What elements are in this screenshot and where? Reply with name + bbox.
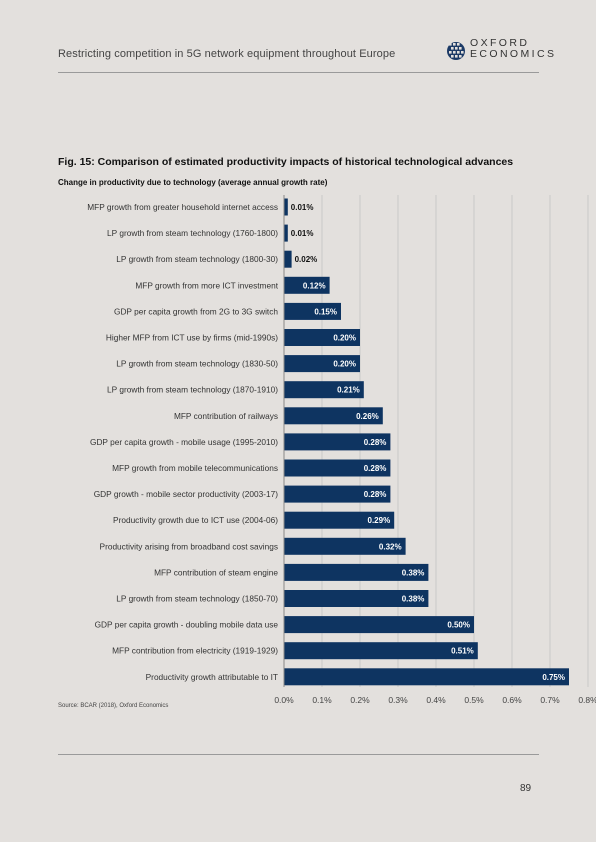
category-label: GDP growth - mobile sector productivity … xyxy=(94,489,279,499)
x-tick-label: 0.2% xyxy=(350,695,370,705)
footer-rule xyxy=(58,754,539,755)
x-tick-label: 0.6% xyxy=(502,695,522,705)
value-label: 0.32% xyxy=(379,542,402,551)
value-label: 0.21% xyxy=(337,386,360,395)
value-label: 0.38% xyxy=(402,568,425,577)
category-label: LP growth from steam technology (1830-50… xyxy=(116,359,278,369)
bar xyxy=(284,668,569,685)
value-label: 0.29% xyxy=(368,516,391,525)
category-label: MFP contribution of railways xyxy=(174,411,278,421)
x-tick-label: 0.3% xyxy=(388,695,408,705)
globe-icon xyxy=(447,42,465,60)
category-label: Productivity growth due to ICT use (2004… xyxy=(113,515,278,525)
category-label: Higher MFP from ICT use by firms (mid-19… xyxy=(106,333,278,343)
category-label: MFP contribution of steam engine xyxy=(154,567,278,577)
source-note: Source: BCAR (2018), Oxford Economics xyxy=(58,703,168,709)
value-label: 0.28% xyxy=(364,464,387,473)
category-label: LP growth from steam technology (1800-30… xyxy=(116,254,278,264)
value-label: 0.51% xyxy=(451,647,474,656)
category-label: GDP per capita growth - mobile usage (19… xyxy=(90,437,278,447)
logo-text: OXFORD ECONOMICS xyxy=(470,38,556,60)
value-label: 0.75% xyxy=(542,673,565,682)
value-label: 0.12% xyxy=(303,281,326,290)
category-label: GDP per capita growth from 2G to 3G swit… xyxy=(114,306,278,316)
x-tick-label: 0.0% xyxy=(274,695,294,705)
bar-chart: 0.0% 0.1% 0.2% 0.3% 0.4% 0.5% 0.6% 0.7% 0.8% MFP … xyxy=(0,190,596,710)
category-label: LP growth from steam technology (1760-18… xyxy=(107,228,278,238)
value-label: 0.26% xyxy=(356,412,379,421)
x-tick-label: 0.7% xyxy=(540,695,560,705)
category-label: MFP growth from greater household intern… xyxy=(87,202,278,212)
x-tick-label: 0.4% xyxy=(426,695,446,705)
category-label: MFP growth from more ICT investment xyxy=(135,280,278,290)
value-label: 0.20% xyxy=(333,334,356,343)
category-label: LP growth from steam technology (1850-70… xyxy=(116,594,278,604)
value-label: 0.28% xyxy=(364,438,387,447)
x-tick-label: 0.5% xyxy=(464,695,484,705)
category-label: LP growth from steam technology (1870-19… xyxy=(107,385,278,395)
category-label: MFP contribution from electricity (1919-… xyxy=(112,646,278,656)
bar xyxy=(284,251,292,268)
figure-title: Fig. 15: Comparison of estimated product… xyxy=(58,156,513,168)
x-tick-label: 0.1% xyxy=(312,695,332,705)
category-label: Productivity arising from broadband cost… xyxy=(100,541,278,551)
bar xyxy=(284,642,478,659)
bar xyxy=(284,199,288,216)
category-label: Productivity growth attributable to IT xyxy=(146,672,278,682)
value-label: 0.38% xyxy=(402,595,425,604)
value-label: 0.20% xyxy=(333,360,356,369)
header-rule xyxy=(58,72,539,73)
value-label: 0.28% xyxy=(364,490,387,499)
value-label: 0.01% xyxy=(291,203,314,212)
figure-subtitle: Change in productivity due to technology… xyxy=(58,178,327,187)
x-tick-label: 0.8% xyxy=(578,695,596,705)
page-number: 89 xyxy=(520,783,531,794)
header-title: Restricting competition in 5G network eq… xyxy=(58,48,395,60)
bar xyxy=(284,616,474,633)
logo-line2: ECONOMICS xyxy=(470,49,556,60)
value-label: 0.15% xyxy=(314,307,337,316)
value-label: 0.02% xyxy=(295,255,318,264)
category-label: MFP growth from mobile telecommunication… xyxy=(112,463,278,473)
category-label: GDP per capita growth - doubling mobile … xyxy=(95,620,279,630)
value-label: 0.50% xyxy=(447,621,470,630)
value-label: 0.01% xyxy=(291,229,314,238)
bar xyxy=(284,225,288,242)
